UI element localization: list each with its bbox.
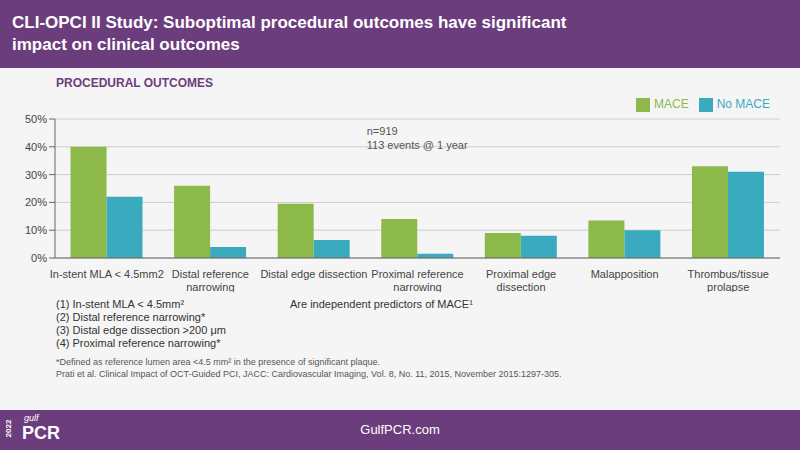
svg-text:Distal edge dissection: Distal edge dissection bbox=[260, 268, 367, 280]
html-text:*Defined as reference lumen ar: *Defined as reference lumen area <4.5 mm… bbox=[56, 357, 380, 367]
html-text:gulf: gulf bbox=[24, 413, 39, 423]
html-text:No MACE: No MACE bbox=[716, 97, 770, 111]
html-text:PROCEDURAL OUTCOMES: PROCEDURAL OUTCOMES bbox=[56, 76, 214, 90]
html-text:GulfPCR.com: GulfPCR.com bbox=[360, 422, 440, 437]
html-text:113 events @ 1 year: 113 events @ 1 year bbox=[366, 139, 468, 151]
html-text:(3) Distal edge dissection >20: (3) Distal edge dissection >200 μm bbox=[56, 324, 226, 336]
svg-text:40%: 40% bbox=[25, 141, 47, 153]
svg-text:50%: 50% bbox=[25, 113, 47, 125]
svg-text:Malapposition: Malapposition bbox=[591, 268, 659, 280]
svg-text:Distal referencenarrowing: Distal referencenarrowing bbox=[172, 268, 249, 292]
html-text:Prati et al. Clinical Impact o: Prati et al. Clinical Impact of OCT-Guid… bbox=[56, 369, 562, 379]
html-text:MACE: MACE bbox=[654, 97, 689, 111]
html-text:(4) Proximal reference narrowi: (4) Proximal reference narrowing* bbox=[56, 337, 221, 349]
svg-text:Thrombus/tissueprolapse: Thrombus/tissueprolapse bbox=[688, 268, 769, 292]
svg-text:20%: 20% bbox=[25, 196, 47, 208]
html-text:(2) Distal reference narrowing: (2) Distal reference narrowing* bbox=[56, 311, 206, 323]
html-text:PCR: PCR bbox=[22, 423, 60, 443]
html-text:2022: 2022 bbox=[3, 419, 13, 438]
html-text:(1) In-stent MLA < 4.5mm²: (1) In-stent MLA < 4.5mm² bbox=[56, 298, 185, 310]
svg-text:30%: 30% bbox=[25, 169, 47, 181]
html-text:impact on clinical outcomes: impact on clinical outcomes bbox=[12, 35, 240, 54]
svg-text:In-stent MLA < 4.5mm2: In-stent MLA < 4.5mm2 bbox=[50, 268, 164, 280]
svg-text:Proximal edgedissection: Proximal edgedissection bbox=[486, 268, 556, 292]
svg-text:10%: 10% bbox=[25, 224, 47, 236]
html-text:n=919: n=919 bbox=[366, 125, 398, 137]
svg-text:Proximal referencenarrowing: Proximal referencenarrowing bbox=[371, 268, 463, 292]
svg-text:0%: 0% bbox=[31, 252, 47, 264]
html-text:CLI-OPCI II Study: Suboptimal: CLI-OPCI II Study: Suboptimal procedural… bbox=[12, 13, 567, 32]
html-text:Are independent predictors of: Are independent predictors of MACE¹ bbox=[290, 298, 473, 310]
